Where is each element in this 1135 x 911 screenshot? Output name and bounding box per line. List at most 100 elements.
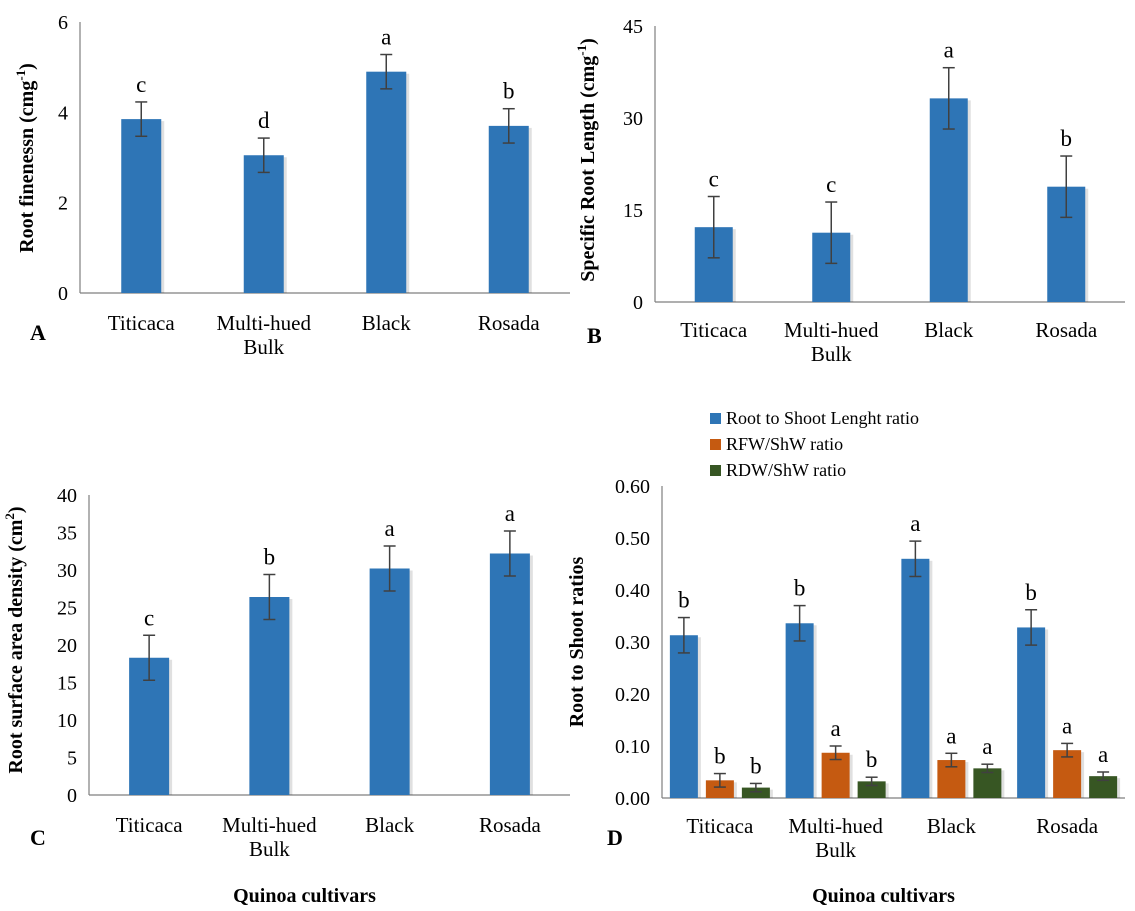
y-tick-label: 2 xyxy=(58,193,68,215)
y-tick-label: 45 xyxy=(623,16,643,38)
category-label: Black xyxy=(924,318,973,342)
bar xyxy=(973,768,1002,798)
y-tick-label: 25 xyxy=(57,598,77,620)
bar xyxy=(669,635,698,798)
panel-label: C xyxy=(30,825,46,850)
significance-letter: a xyxy=(946,723,956,748)
legend-label: RFW/ShW ratio xyxy=(726,434,843,454)
category-label: Titicaca xyxy=(116,813,184,837)
panel-d: 0.00 0.10 0.20 0.30 0.40 0.50 0.60 Root to Shoo… xyxy=(566,408,1125,907)
y-tick-label: 0 xyxy=(67,785,77,807)
category-label: Rosada xyxy=(479,813,542,837)
y-tick-label: 0 xyxy=(58,283,68,305)
significance-letter: a xyxy=(944,38,954,63)
panel-label: D xyxy=(607,825,623,850)
significance-letter: b xyxy=(794,576,806,601)
y-tick-label: 20 xyxy=(57,635,77,657)
bar xyxy=(489,553,530,795)
significance-letter: b xyxy=(264,545,276,570)
y-tick-label: 35 xyxy=(57,523,77,545)
bar xyxy=(901,558,930,798)
category-label: Titicaca xyxy=(680,318,748,342)
y-tick-label: 5 xyxy=(67,748,77,770)
y-tick-label: 15 xyxy=(623,200,643,222)
bar xyxy=(369,568,410,795)
significance-letter: b xyxy=(503,79,515,104)
panel-a: 0 2 4 6 Root finenessn (cmg-1) Titicaca Multi-… xyxy=(13,12,570,359)
y-tick-label: 0.10 xyxy=(615,736,650,758)
category-label: Titicaca xyxy=(108,311,176,335)
bar xyxy=(821,752,850,798)
category-label: Titicaca xyxy=(686,814,754,838)
panel-label: A xyxy=(30,320,46,345)
x-axis-label: Quinoa cultivars xyxy=(812,885,955,907)
bar xyxy=(1017,627,1046,798)
bar xyxy=(785,623,814,798)
significance-letter: b xyxy=(714,744,726,769)
bar xyxy=(857,781,886,798)
significance-letter: d xyxy=(258,108,270,133)
y-tick-label: 0 xyxy=(633,292,643,314)
y-tick-label: 0.20 xyxy=(615,684,650,706)
category-label: Rosada xyxy=(478,311,541,335)
y-axis-label: Root finenessn (cmg-1) xyxy=(13,63,38,253)
y-tick-label: 15 xyxy=(57,673,77,695)
y-tick-label: 4 xyxy=(58,102,68,124)
bar xyxy=(705,780,734,798)
bar xyxy=(243,155,284,293)
bar xyxy=(929,98,968,302)
category-label: Rosada xyxy=(1036,814,1099,838)
category-label: Rosada xyxy=(1035,318,1098,342)
y-axis-label: Root surface area density (cm2) xyxy=(2,506,27,773)
panel-c: 0 5 10 15 20 25 30 35 40 Root surface area densit… xyxy=(2,485,570,907)
significance-letter: a xyxy=(1098,742,1108,767)
x-axis-label: Quinoa cultivars xyxy=(233,885,376,907)
category-label: Black xyxy=(927,814,976,838)
y-tick-label: 0.00 xyxy=(615,788,650,810)
significance-letter: c xyxy=(709,167,719,192)
significance-letter: a xyxy=(505,501,515,526)
panel-label: B xyxy=(587,323,602,348)
significance-letter: a xyxy=(982,734,992,759)
significance-letter: b xyxy=(1061,126,1073,151)
legend-label: RDW/ShW ratio xyxy=(726,460,846,480)
y-tick-label: 40 xyxy=(57,485,77,507)
legend-swatch xyxy=(710,413,721,424)
significance-letter: b xyxy=(866,747,878,772)
y-axis-label: Specific Root Length (cmg-1) xyxy=(574,38,599,282)
legend-swatch xyxy=(710,465,721,476)
significance-letter: a xyxy=(831,716,841,741)
significance-letter: a xyxy=(910,511,920,536)
bar xyxy=(1053,750,1082,798)
significance-letter: c xyxy=(144,605,154,630)
legend-swatch xyxy=(710,439,721,450)
y-tick-label: 0.30 xyxy=(615,632,650,654)
bar xyxy=(121,119,162,293)
y-tick-label: 0.50 xyxy=(615,528,650,550)
y-tick-label: 30 xyxy=(57,560,77,582)
bar xyxy=(249,597,290,795)
category-label: Multi-hued Bulk xyxy=(784,318,879,366)
significance-letter: a xyxy=(1062,713,1072,738)
y-tick-label: 0.60 xyxy=(615,476,650,498)
category-label: Multi-hued Bulk xyxy=(222,813,317,861)
significance-letter: b xyxy=(1025,580,1037,605)
significance-letter: b xyxy=(750,753,762,778)
y-tick-label: 6 xyxy=(58,12,68,34)
y-tick-label: 0.40 xyxy=(615,580,650,602)
category-label: Black xyxy=(365,813,414,837)
bar xyxy=(366,71,407,293)
legend-label: Root to Shoot Lenght ratio xyxy=(726,408,919,428)
y-tick-label: 30 xyxy=(623,108,643,130)
significance-letter: c xyxy=(826,172,836,197)
category-label: Multi-hued Bulk xyxy=(788,814,883,862)
significance-letter: c xyxy=(136,72,146,97)
bar xyxy=(741,787,770,798)
bar xyxy=(488,125,529,293)
bar xyxy=(1089,776,1118,798)
category-label: Black xyxy=(362,311,411,335)
category-label: Multi-hued Bulk xyxy=(217,311,312,359)
significance-letter: a xyxy=(381,25,391,50)
significance-letter: b xyxy=(678,588,690,613)
